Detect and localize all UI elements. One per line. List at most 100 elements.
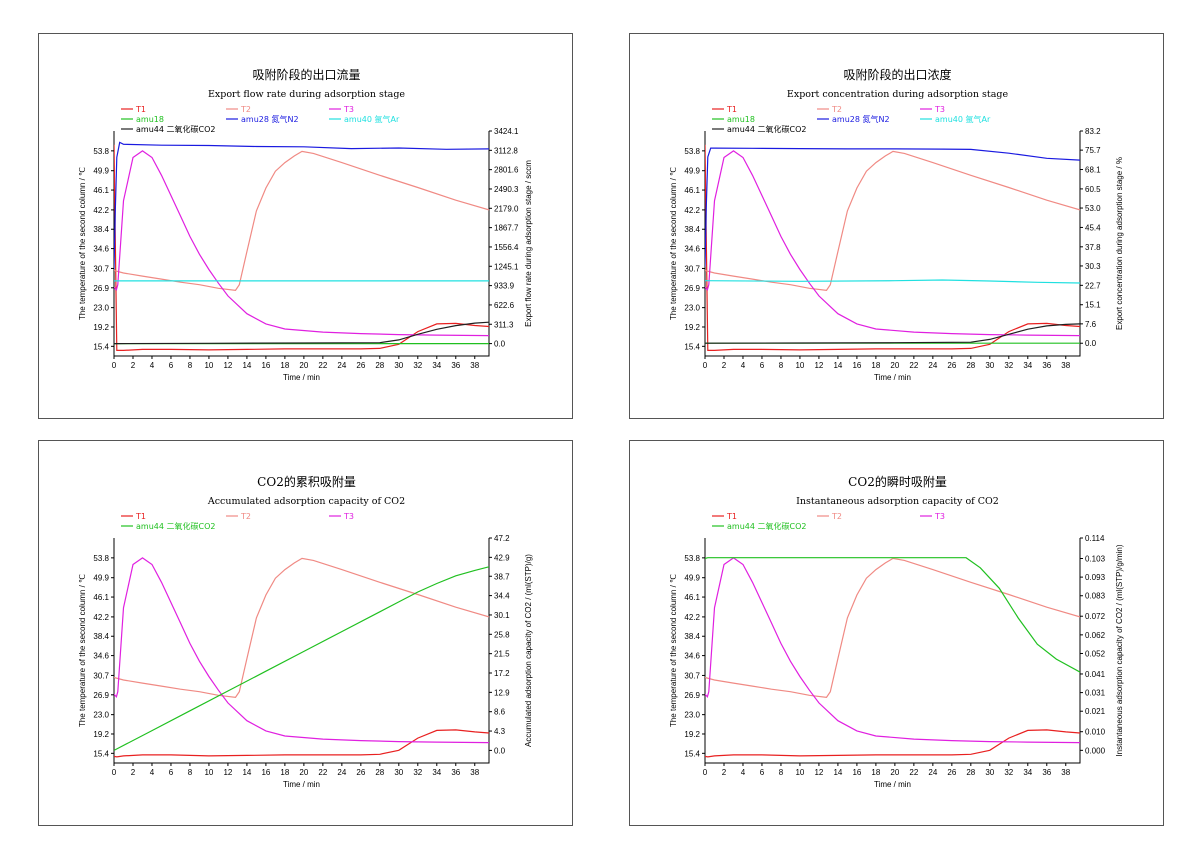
y-right-axis-label: Export concentration during adsorption s… <box>1115 157 1124 330</box>
y-left-tick-label: 19.2 <box>93 323 109 332</box>
legend-label: amu18 <box>727 115 755 124</box>
y-right-tick-label: 2490.3 <box>494 185 519 194</box>
x-tick-label: 0 <box>112 361 117 370</box>
y-right-tick-label: 0.031 <box>1085 689 1106 698</box>
y-left-tick-label: 15.4 <box>684 749 700 758</box>
chart-title: 吸附阶段的出口浓度 <box>843 67 951 82</box>
x-tick-label: 2 <box>722 361 727 370</box>
y-right-tick-label: 15.1 <box>1085 301 1101 310</box>
y-right-tick-label: 75.7 <box>1085 146 1101 155</box>
legend-label: T2 <box>240 105 251 114</box>
x-tick-label: 2 <box>131 361 136 370</box>
y-left-tick-label: 23.0 <box>684 711 700 720</box>
x-tick-label: 12 <box>223 768 232 777</box>
y-right-tick-label: 3112.8 <box>494 146 518 155</box>
y-right-tick-label: 0.0 <box>494 746 506 755</box>
x-tick-label: 34 <box>1023 768 1032 777</box>
x-tick-label: 12 <box>223 361 232 370</box>
y-right-tick-label: 8.6 <box>494 708 506 717</box>
y-right-tick-label: 0.010 <box>1085 728 1106 737</box>
x-tick-label: 30 <box>394 768 403 777</box>
series-line-t3 <box>114 150 489 337</box>
y-right-tick-label: 311.3 <box>494 320 514 329</box>
x-tick-label: 10 <box>204 768 213 777</box>
x-tick-label: 0 <box>703 361 708 370</box>
x-tick-label: 18 <box>871 361 880 370</box>
y-right-tick-label: 1556.4 <box>494 243 519 252</box>
y-left-tick-label: 34.6 <box>684 652 700 661</box>
chart-panel-export-concentration: 吸附阶段的出口浓度 Export concentration during ads… <box>629 33 1164 419</box>
x-tick-label: 10 <box>795 361 804 370</box>
y-left-tick-label: 30.7 <box>684 264 700 273</box>
x-tick-label: 0 <box>112 768 117 777</box>
x-axis-label: Time / min <box>874 780 911 789</box>
y-right-tick-label: 34.4 <box>494 592 510 601</box>
legend-label: T3 <box>343 512 354 521</box>
chart-panel-accumulated-adsorption: CO2的累积吸附量 Accumulated adsorption capacity… <box>38 440 573 826</box>
legend-label: amu40 氩气Ar <box>935 114 991 124</box>
y-right-tick-label: 0.103 <box>1085 554 1106 563</box>
x-tick-label: 38 <box>1061 768 1070 777</box>
x-tick-label: 14 <box>242 361 251 370</box>
x-tick-label: 28 <box>375 361 384 370</box>
y-left-tick-label: 23.0 <box>93 304 109 313</box>
y-right-tick-label: 1867.7 <box>494 224 519 233</box>
x-tick-label: 6 <box>169 361 174 370</box>
x-tick-label: 20 <box>890 768 899 777</box>
x-tick-label: 28 <box>966 361 975 370</box>
series-line-amu44 <box>705 557 1080 673</box>
axes-frame <box>113 538 490 764</box>
y-left-tick-label: 46.1 <box>93 186 109 195</box>
y-left-tick-label: 49.9 <box>684 574 700 583</box>
x-tick-label: 6 <box>760 361 765 370</box>
y-left-tick-label: 46.1 <box>684 593 700 602</box>
x-tick-label: 14 <box>242 768 251 777</box>
x-tick-label: 36 <box>1042 768 1051 777</box>
x-tick-label: 20 <box>299 768 308 777</box>
x-tick-label: 14 <box>833 768 842 777</box>
y-left-axis-label: The temperature of the second column / ℃ <box>669 167 678 320</box>
y-right-axis-label: Accumulated adsorption capacity of CO2 /… <box>524 554 533 747</box>
series-line-t2 <box>705 557 1080 698</box>
x-tick-label: 38 <box>470 768 479 777</box>
chart-panel-export-flow-rate: 吸附阶段的出口流量 Export flow rate during adsorpt… <box>38 33 573 419</box>
legend-label: amu44 二氧化碳CO2 <box>136 521 215 531</box>
y-left-tick-label: 38.4 <box>93 225 109 234</box>
x-tick-label: 24 <box>928 768 937 777</box>
chart-svg: CO2的累积吸附量 Accumulated adsorption capacity… <box>78 474 533 789</box>
y-right-tick-label: 45.4 <box>1085 223 1101 232</box>
y-left-tick-label: 15.4 <box>93 342 109 351</box>
x-tick-label: 32 <box>413 768 422 777</box>
legend-label: amu40 氩气Ar <box>344 114 400 124</box>
x-tick-label: 4 <box>150 768 155 777</box>
x-tick-label: 4 <box>150 361 155 370</box>
y-right-axis-label: Instantaneous adsorption capacity of CO2… <box>1115 544 1124 756</box>
y-left-tick-label: 38.4 <box>684 632 700 641</box>
series-line-amu28 <box>705 147 1080 267</box>
chart-svg: 吸附阶段的出口流量 Export flow rate during adsorpt… <box>78 67 533 382</box>
chart-title: 吸附阶段的出口流量 <box>252 67 360 82</box>
legend-label: amu28 氮气N2 <box>241 114 299 124</box>
x-tick-label: 34 <box>432 768 441 777</box>
y-left-tick-label: 46.1 <box>684 186 700 195</box>
chart-subtitle: Export concentration during adsorption s… <box>787 89 1009 100</box>
x-tick-label: 36 <box>451 361 460 370</box>
x-tick-label: 34 <box>1023 361 1032 370</box>
x-tick-label: 28 <box>966 768 975 777</box>
x-tick-label: 20 <box>299 361 308 370</box>
y-right-tick-label: 0.041 <box>1085 670 1106 679</box>
x-tick-label: 32 <box>1004 768 1013 777</box>
y-right-tick-label: 25.8 <box>494 630 510 639</box>
chart-svg: 吸附阶段的出口浓度 Export concentration during ads… <box>669 67 1124 382</box>
y-left-tick-label: 30.7 <box>93 671 109 680</box>
series-line-amu40 <box>705 279 1080 284</box>
x-tick-label: 8 <box>188 768 193 777</box>
x-tick-label: 38 <box>470 361 479 370</box>
y-right-tick-label: 0.072 <box>1085 612 1106 621</box>
y-left-tick-label: 42.2 <box>684 613 700 622</box>
x-tick-label: 24 <box>928 361 937 370</box>
legend-label: T1 <box>726 105 737 114</box>
y-left-tick-label: 34.6 <box>684 245 700 254</box>
y-right-tick-label: 30.3 <box>1085 262 1101 271</box>
legend-label: amu44 二氧化碳CO2 <box>727 124 806 134</box>
